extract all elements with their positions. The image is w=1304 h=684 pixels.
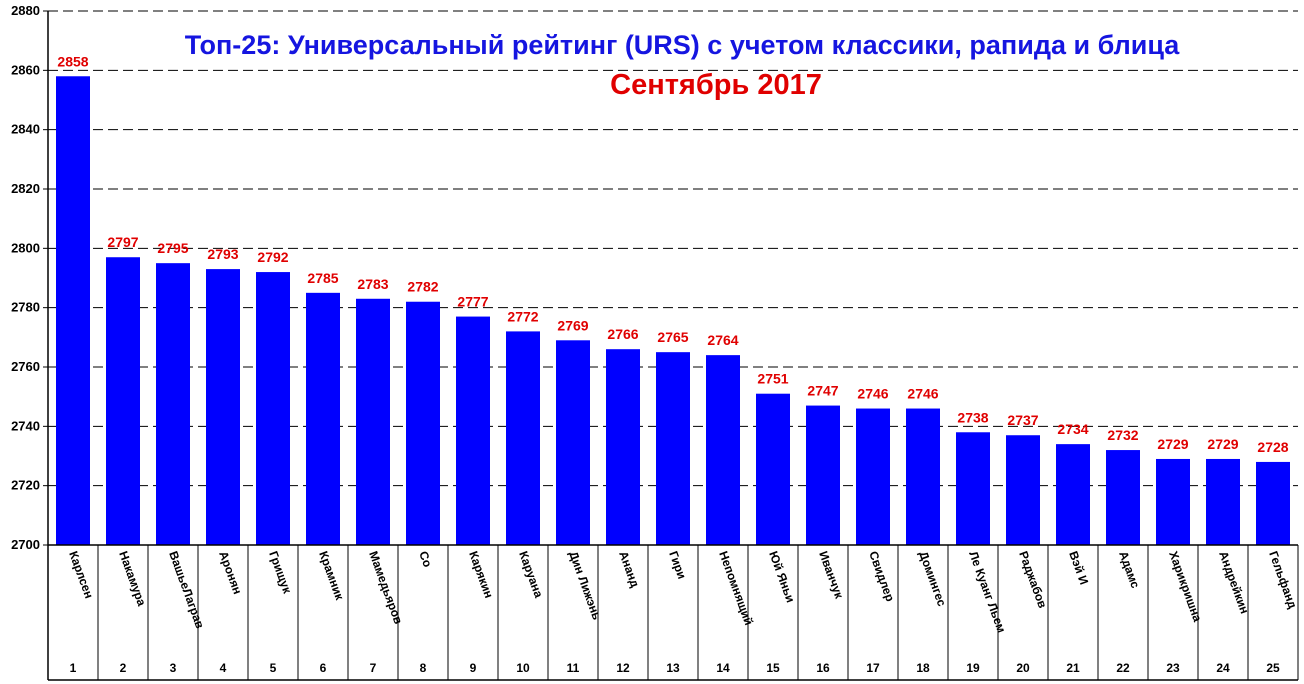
rank-label: 20	[1016, 661, 1030, 675]
y-tick-label: 2780	[11, 300, 40, 315]
data-labels: 2858 2797 2795 2793 2792 2785 2783 2782 2777 2772…	[57, 53, 1288, 455]
data-label: 2793	[207, 246, 238, 262]
bar	[856, 408, 890, 545]
rank-label: 5	[270, 661, 277, 675]
data-label: 2747	[807, 383, 838, 399]
y-tick-label: 2800	[11, 240, 40, 255]
bar	[1206, 458, 1240, 545]
bar	[806, 405, 840, 545]
data-label: 2858	[57, 53, 88, 69]
data-label: 2734	[1057, 421, 1088, 437]
rank-label: 25	[1266, 661, 1280, 675]
bar	[256, 272, 290, 545]
y-tick-label: 2820	[11, 181, 40, 196]
bars	[56, 76, 1290, 546]
bar	[456, 316, 490, 545]
rank-label: 17	[866, 661, 880, 675]
rank-label: 19	[966, 661, 980, 675]
bar	[606, 349, 640, 545]
bar	[906, 408, 940, 545]
y-tick-label: 2740	[11, 418, 40, 433]
bar	[506, 331, 540, 545]
category-label: Со	[416, 549, 435, 569]
data-label: 2746	[857, 386, 888, 402]
bar	[306, 292, 340, 545]
rank-label: 12	[616, 661, 630, 675]
data-label: 2729	[1207, 436, 1238, 452]
data-label: 2732	[1107, 427, 1138, 443]
bar	[1106, 450, 1140, 545]
chart-title: Топ-25: Универсальный рейтинг (URS) с уч…	[185, 30, 1181, 60]
y-tick-label: 2760	[11, 359, 40, 374]
rank-label: 10	[516, 661, 530, 675]
data-label: 2765	[657, 329, 688, 345]
bar	[1156, 458, 1190, 545]
y-axis-ticks: 2700 2720 2740 2760 2780 2800 2820 2840 2860 2880	[11, 3, 40, 552]
rank-label: 4	[220, 661, 227, 675]
rank-label: 1	[70, 661, 77, 675]
y-tick-label: 2860	[11, 62, 40, 77]
data-label: 2729	[1157, 436, 1188, 452]
rank-label: 23	[1166, 661, 1180, 675]
y-tick-label: 2700	[11, 537, 40, 552]
rank-label: 8	[420, 661, 427, 675]
data-label: 2737	[1007, 412, 1038, 428]
bar	[706, 355, 740, 545]
rank-label: 21	[1066, 661, 1080, 675]
data-label: 2766	[607, 326, 638, 342]
data-label: 2746	[907, 386, 938, 402]
bar	[156, 263, 190, 545]
data-label: 2777	[457, 294, 488, 310]
bar	[206, 269, 240, 545]
data-label: 2751	[757, 371, 788, 387]
data-label: 2772	[507, 308, 538, 324]
bar	[956, 432, 990, 545]
bar	[56, 76, 90, 546]
data-label: 2792	[257, 249, 288, 265]
rank-label: 7	[370, 661, 377, 675]
rank-label: 22	[1116, 661, 1130, 675]
rank-label: 9	[470, 661, 477, 675]
rank-label: 6	[320, 661, 327, 675]
data-label: 2728	[1257, 439, 1288, 455]
rank-label: 2	[120, 661, 127, 675]
rank-label: 3	[170, 661, 177, 675]
y-tick-label: 2880	[11, 3, 40, 18]
bar	[1056, 444, 1090, 545]
bar	[556, 340, 590, 545]
y-tick-label: 2840	[11, 122, 40, 137]
bar	[756, 393, 790, 545]
bar	[106, 257, 140, 545]
bar	[656, 352, 690, 545]
bar	[1006, 435, 1040, 545]
data-label: 2785	[307, 270, 338, 286]
rank-label: 18	[916, 661, 930, 675]
data-label: 2764	[707, 332, 738, 348]
rank-label: 13	[666, 661, 680, 675]
chart-subtitle: Сентябрь 2017	[610, 69, 822, 101]
data-label: 2797	[107, 234, 138, 250]
rank-label: 24	[1216, 661, 1230, 675]
data-label: 2738	[957, 409, 988, 425]
bar	[356, 298, 390, 545]
bar	[1256, 461, 1290, 545]
data-label: 2795	[157, 240, 188, 256]
y-tick-label: 2720	[11, 478, 40, 493]
rank-label: 11	[567, 661, 580, 675]
data-label: 2783	[357, 276, 388, 292]
rank-label: 14	[716, 661, 730, 675]
rank-label: 16	[816, 661, 830, 675]
data-label: 2769	[557, 317, 588, 333]
rank-label: 15	[766, 661, 780, 675]
data-label: 2782	[407, 279, 438, 295]
bar	[406, 301, 440, 545]
